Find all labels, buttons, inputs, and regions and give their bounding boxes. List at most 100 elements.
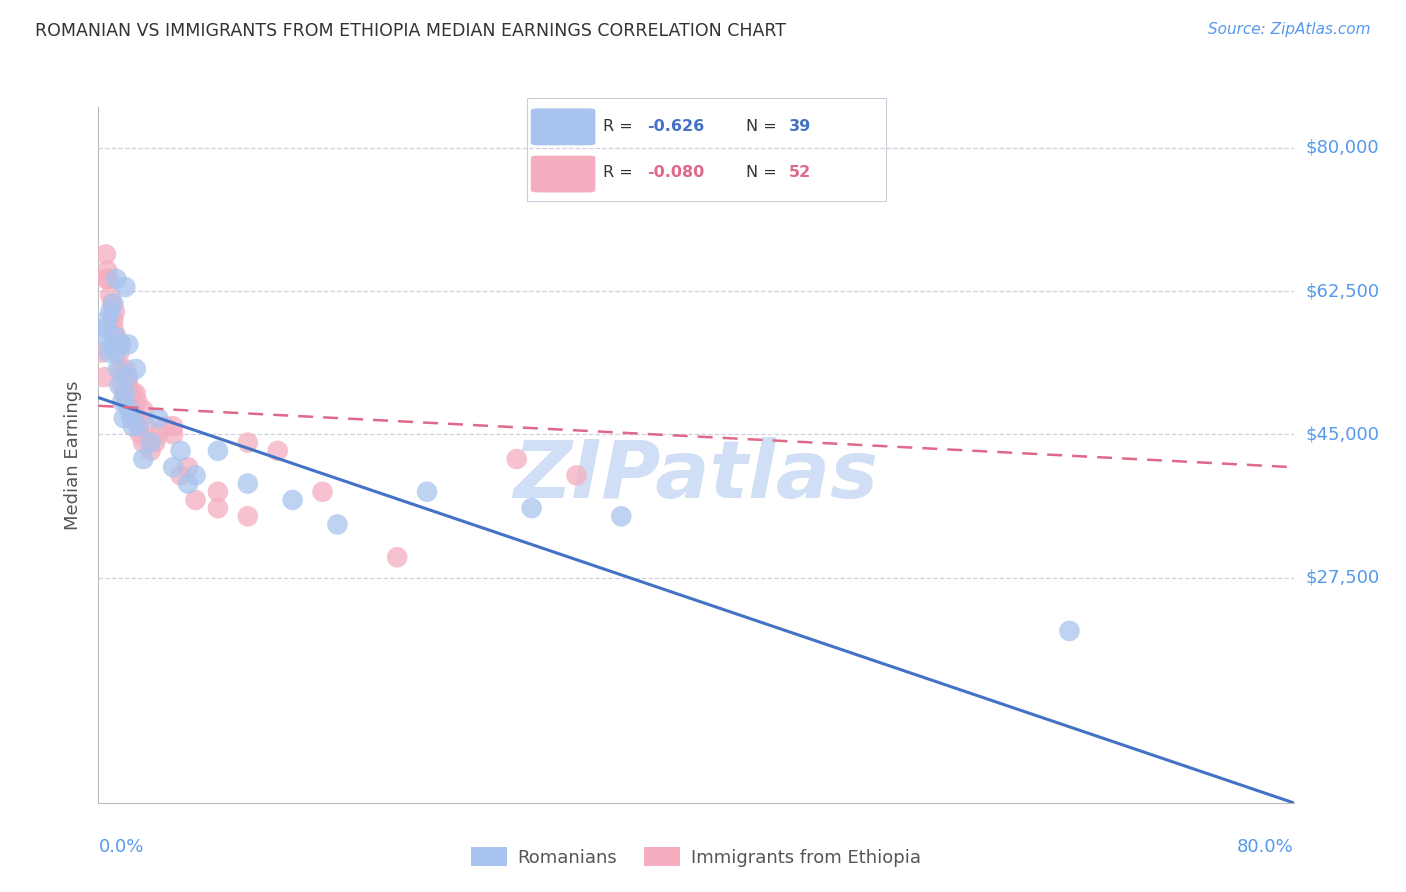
Point [177, 476, 200, 491]
Point [610, 509, 633, 524]
Point [101, 337, 124, 351]
Point [108, 345, 131, 359]
Point [101, 296, 124, 310]
Point [207, 484, 229, 499]
Point [104, 329, 127, 343]
Point [416, 484, 439, 499]
Point [169, 443, 191, 458]
Point [97, 345, 120, 359]
Point [127, 394, 149, 409]
Point [236, 476, 259, 491]
Text: $80,000: $80,000 [1305, 139, 1379, 157]
Point [112, 411, 135, 425]
Point [125, 411, 148, 425]
Point [104, 304, 127, 318]
Y-axis label: Median Earnings: Median Earnings [65, 380, 83, 530]
Point [143, 435, 166, 450]
Point [162, 419, 184, 434]
Point [114, 280, 136, 294]
Point [111, 394, 134, 409]
Point [281, 492, 304, 507]
Point [103, 313, 125, 327]
Point [1059, 624, 1081, 638]
Point [117, 337, 139, 351]
Point [520, 501, 543, 516]
Text: $27,500: $27,500 [1305, 569, 1379, 587]
Point [121, 386, 143, 401]
Text: 39: 39 [789, 119, 811, 134]
Point [107, 362, 129, 376]
Point [107, 337, 129, 351]
Point [169, 468, 191, 483]
Point [132, 435, 155, 450]
Point [162, 460, 184, 475]
Point [96, 313, 118, 327]
Text: ZIPatlas: ZIPatlas [513, 437, 879, 515]
Text: 0.0%: 0.0% [98, 838, 143, 855]
Point [96, 264, 118, 278]
Text: 52: 52 [789, 165, 811, 180]
Point [125, 386, 148, 401]
Point [117, 378, 139, 392]
Point [114, 362, 136, 376]
Point [103, 296, 125, 310]
Point [385, 550, 409, 565]
Point [125, 362, 148, 376]
Point [148, 427, 170, 442]
Point [128, 419, 150, 434]
Point [114, 386, 136, 401]
Point [105, 345, 128, 359]
Text: R =: R = [603, 119, 637, 134]
Point [135, 419, 157, 434]
Point [132, 403, 155, 417]
Point [112, 386, 135, 401]
Point [117, 370, 139, 384]
Point [121, 419, 143, 434]
Text: ROMANIAN VS IMMIGRANTS FROM ETHIOPIA MEDIAN EARNINGS CORRELATION CHART: ROMANIAN VS IMMIGRANTS FROM ETHIOPIA MED… [35, 22, 786, 40]
Point [506, 452, 529, 467]
Point [565, 468, 588, 483]
Point [236, 509, 259, 524]
Point [91, 329, 114, 343]
Text: N =: N = [747, 119, 782, 134]
Text: -0.080: -0.080 [647, 165, 704, 180]
Point [139, 443, 162, 458]
Point [93, 370, 115, 384]
Point [118, 403, 141, 417]
Point [129, 427, 152, 442]
Text: $45,000: $45,000 [1305, 425, 1379, 443]
Point [110, 337, 132, 351]
Point [207, 443, 229, 458]
Text: R =: R = [603, 165, 637, 180]
Text: 80.0%: 80.0% [1237, 838, 1294, 855]
Point [162, 427, 184, 442]
Point [184, 468, 207, 483]
Point [94, 321, 117, 335]
FancyBboxPatch shape [531, 155, 595, 193]
Point [94, 247, 117, 261]
Point [139, 435, 162, 450]
Point [105, 329, 128, 343]
Point [110, 337, 132, 351]
Point [90, 345, 112, 359]
Point [103, 321, 125, 335]
Point [155, 419, 177, 434]
Point [97, 272, 120, 286]
Legend: Romanians, Immigrants from Ethiopia: Romanians, Immigrants from Ethiopia [464, 840, 928, 874]
Text: N =: N = [747, 165, 782, 180]
Point [132, 452, 155, 467]
Point [311, 484, 333, 499]
Point [177, 460, 200, 475]
Point [207, 501, 229, 516]
Point [108, 378, 131, 392]
Point [120, 411, 142, 425]
Point [148, 411, 170, 425]
Point [98, 288, 122, 302]
Point [326, 517, 349, 532]
Point [105, 272, 128, 286]
Text: Source: ZipAtlas.com: Source: ZipAtlas.com [1208, 22, 1371, 37]
Point [236, 435, 259, 450]
Point [110, 362, 132, 376]
Point [115, 394, 138, 409]
FancyBboxPatch shape [531, 109, 595, 145]
